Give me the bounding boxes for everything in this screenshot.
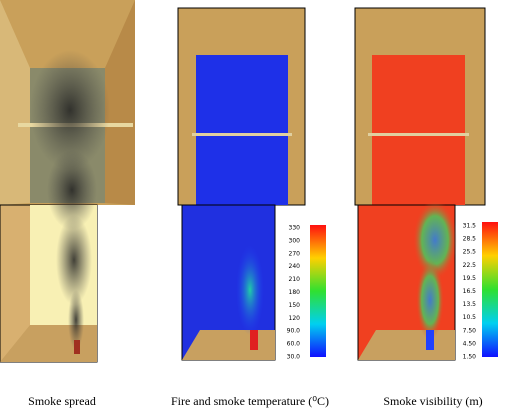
caption: Fire and smoke temperature (⁰C) xyxy=(171,394,329,408)
colorbar xyxy=(482,222,498,357)
colorbar-tick-label: 25.5 xyxy=(463,249,477,256)
colorbar-tick-label: 150 xyxy=(289,302,301,309)
colorbar-tick-label: 180 xyxy=(289,289,301,296)
colorbar-tick-label: 7.50 xyxy=(463,327,477,334)
colorbar-tick-label: 31.5 xyxy=(463,223,477,230)
temperature-image xyxy=(177,7,306,361)
colorbar-tick-label: 330 xyxy=(289,225,301,232)
caption: Smoke spread xyxy=(28,394,96,408)
colorbar-tick-label: 300 xyxy=(289,237,301,244)
colorbar-tick-label: 1.50 xyxy=(463,354,477,361)
colorbar-tick-label: 30.0 xyxy=(287,354,301,361)
colorbar-tick-label: 16.5 xyxy=(463,288,477,295)
visibility-image xyxy=(354,7,486,361)
colorbar-tick-label: 90.0 xyxy=(287,328,301,335)
colorbar-tick-label: 60.0 xyxy=(287,341,301,348)
colorbar xyxy=(310,225,326,357)
colorbar-tick-label: 120 xyxy=(289,315,301,322)
colorbar-tick-label: 270 xyxy=(289,250,301,257)
colorbar-tick-label: 210 xyxy=(289,276,301,283)
colorbar-tick-label: 13.5 xyxy=(463,301,477,308)
colorbar-tick-label: 22.5 xyxy=(463,262,477,269)
colorbar-tick-label: 4.50 xyxy=(463,340,477,347)
colorbar-tick-label: 19.5 xyxy=(463,275,477,282)
smoke-spread-image xyxy=(0,0,135,363)
colorbar-tick-label: 10.5 xyxy=(463,314,477,321)
caption: Smoke visibility (m) xyxy=(383,394,482,408)
colorbar-tick-label: 28.5 xyxy=(463,236,477,243)
colorbar-tick-label: 240 xyxy=(289,263,301,270)
